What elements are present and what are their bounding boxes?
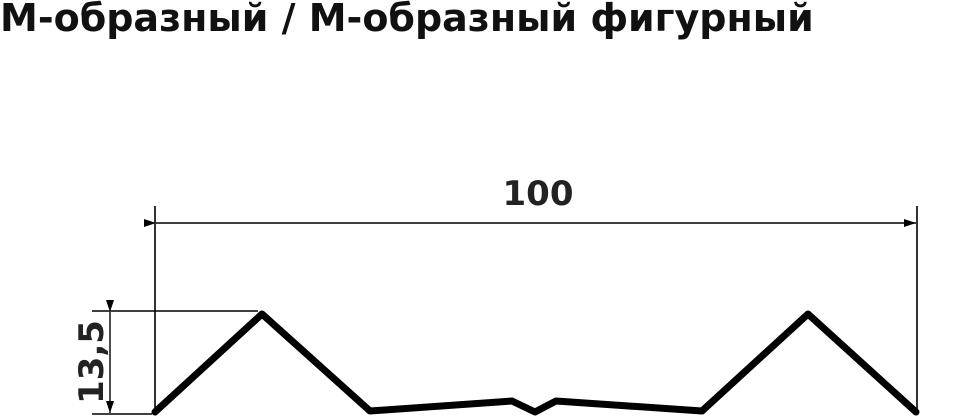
height-label: 13,5: [72, 320, 112, 404]
width-label: 100: [503, 174, 574, 214]
profile-outline: [151, 310, 920, 416]
diagram-title: М-образный / М-образный фигурный: [0, 0, 814, 40]
